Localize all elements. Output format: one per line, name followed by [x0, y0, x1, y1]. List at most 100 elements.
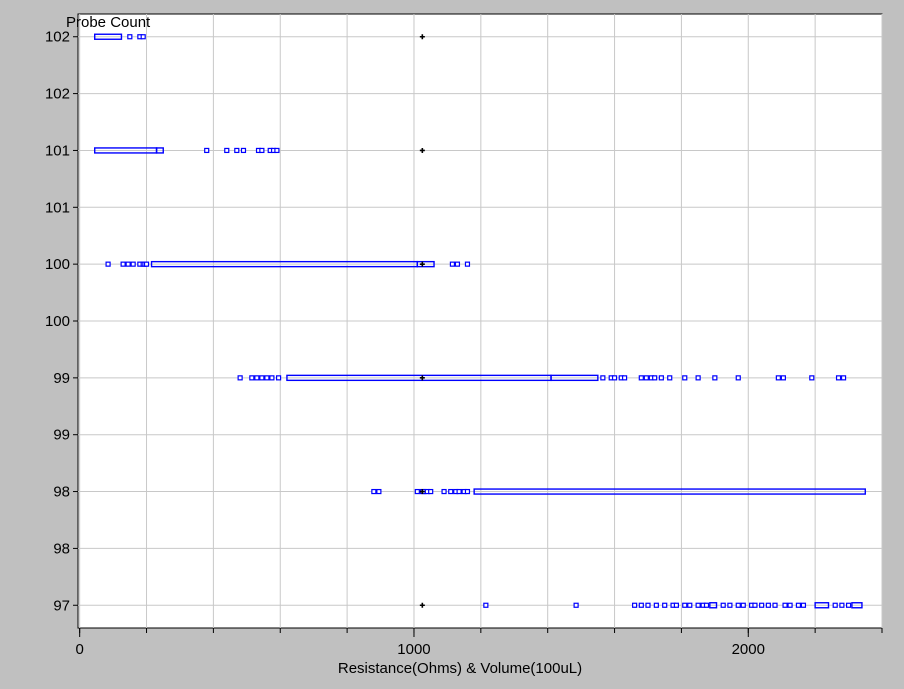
- data-point: [787, 602, 793, 608]
- data-point: [772, 602, 778, 608]
- data-point: [249, 375, 255, 381]
- data-point: [464, 261, 471, 267]
- data-point: [695, 602, 701, 608]
- data-point: [667, 375, 673, 381]
- reference-markers: [419, 34, 425, 608]
- reference-marker: [419, 261, 425, 267]
- data-point: [237, 375, 243, 381]
- data-point: [448, 488, 454, 495]
- y-tick-label: 100: [45, 256, 70, 273]
- y-tick-label: 101: [45, 199, 70, 216]
- data-point: [720, 602, 726, 608]
- data-point: [264, 375, 270, 381]
- y-tick-label: 101: [45, 142, 70, 159]
- data-point: [662, 602, 668, 608]
- data-point: [454, 261, 461, 267]
- data-point: [204, 147, 210, 154]
- data-point: [259, 147, 265, 154]
- data-point: [240, 147, 247, 154]
- data-point: [376, 488, 382, 495]
- data-point: [234, 147, 240, 154]
- data-point: [632, 602, 638, 608]
- data-point: [652, 375, 658, 381]
- reference-marker: [419, 375, 425, 381]
- data-point: [795, 602, 802, 608]
- data-point: [765, 602, 771, 608]
- data-run: [416, 260, 435, 268]
- data-point: [130, 261, 136, 267]
- data-point: [127, 34, 133, 40]
- data-point: [638, 375, 644, 381]
- data-point: [274, 147, 280, 154]
- data-point: [441, 488, 447, 495]
- data-point: [800, 602, 807, 608]
- y-tick-label: 102: [45, 86, 70, 103]
- y-tick-label: 99: [53, 427, 70, 444]
- data-point: [752, 602, 758, 608]
- data-point: [775, 375, 781, 381]
- y-tick-label: 97: [53, 597, 70, 614]
- data-point: [712, 375, 718, 381]
- data-point: [269, 375, 275, 381]
- data-point: [759, 602, 765, 608]
- data-point: [643, 375, 649, 381]
- y-tick-label: 102: [45, 29, 70, 46]
- data-point: [735, 375, 741, 381]
- grid: [78, 14, 883, 628]
- data-point: [414, 488, 420, 495]
- data-point: [573, 602, 579, 608]
- data-point: [259, 375, 265, 381]
- data-point: [780, 375, 786, 381]
- reference-marker: [419, 602, 425, 608]
- y-tick-label: 98: [53, 540, 70, 557]
- data-point: [621, 375, 628, 381]
- x-tick-label: 2000: [732, 641, 765, 658]
- data-point: [638, 602, 644, 608]
- data-point: [483, 602, 489, 608]
- data-run: [94, 33, 123, 40]
- data-point: [371, 488, 377, 495]
- data-run: [814, 602, 830, 609]
- y-axis-label: Probe Count: [66, 14, 151, 31]
- data-point: [275, 375, 282, 381]
- data-series: [94, 33, 866, 609]
- data-point: [658, 375, 664, 381]
- data-point: [428, 488, 434, 495]
- data-point: [456, 488, 462, 495]
- reference-marker: [419, 489, 425, 495]
- data-point: [600, 375, 606, 381]
- data-point: [254, 375, 260, 381]
- data-point: [832, 602, 838, 608]
- data-point: [653, 602, 659, 608]
- reference-marker: [419, 147, 425, 153]
- data-point: [839, 602, 845, 608]
- y-tick-label: 99: [53, 370, 70, 387]
- data-point: [740, 602, 746, 608]
- data-point: [140, 34, 146, 40]
- data-point: [645, 602, 651, 608]
- data-point: [120, 261, 126, 267]
- data-point: [682, 375, 688, 381]
- data-run: [851, 602, 863, 609]
- data-point: [782, 602, 788, 608]
- data-point: [673, 602, 680, 608]
- x-tick-label: 1000: [397, 641, 430, 658]
- data-point: [143, 261, 150, 267]
- data-point: [611, 375, 618, 381]
- data-point: [224, 147, 230, 154]
- data-point: [840, 375, 847, 381]
- data-point: [835, 375, 842, 381]
- data-point: [695, 375, 701, 381]
- data-point: [125, 261, 131, 267]
- y-tick-label: 100: [45, 313, 70, 330]
- data-run: [473, 488, 866, 495]
- data-point: [105, 261, 111, 267]
- x-axis-label: Resistance(Ohms) & Volume(100uL): [338, 660, 582, 677]
- data-run: [709, 602, 718, 609]
- data-point: [845, 602, 852, 608]
- x-tick-label: 0: [75, 641, 83, 658]
- data-point: [735, 602, 741, 608]
- data-point: [449, 261, 456, 267]
